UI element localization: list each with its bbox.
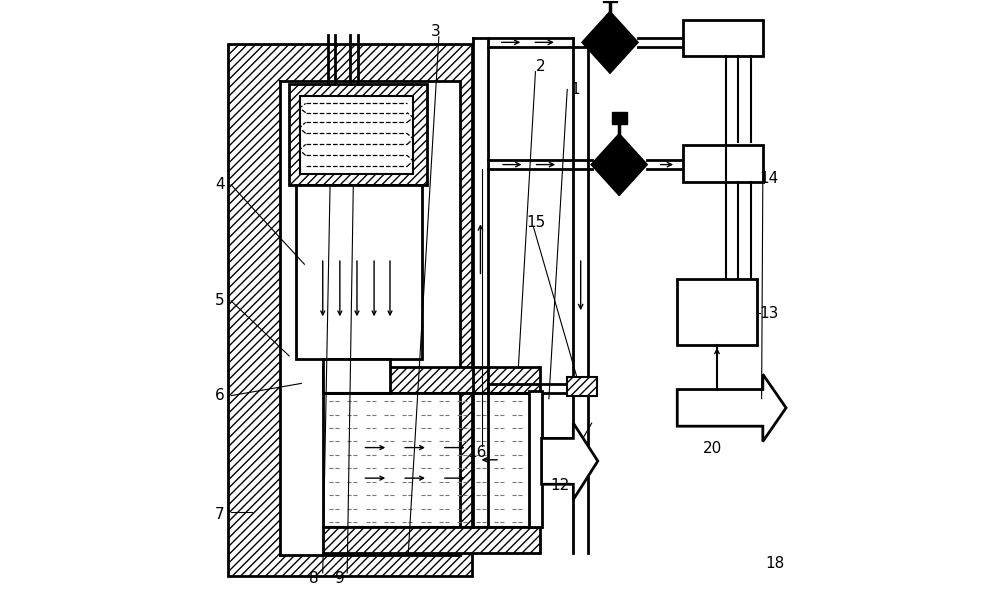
- Text: 6: 6: [215, 388, 225, 403]
- Bar: [323, 359, 390, 392]
- Polygon shape: [591, 134, 619, 195]
- Text: 4: 4: [215, 177, 225, 192]
- Bar: [296, 185, 422, 359]
- Text: 7: 7: [215, 507, 225, 523]
- Bar: [603, 0, 617, 2]
- Polygon shape: [677, 375, 786, 441]
- Text: 13: 13: [759, 306, 779, 321]
- Bar: [677, 279, 757, 345]
- Text: 1: 1: [570, 82, 580, 97]
- Text: 18: 18: [765, 556, 785, 571]
- Polygon shape: [582, 12, 610, 73]
- Text: 5: 5: [215, 293, 225, 308]
- Bar: [280, 81, 460, 554]
- Bar: [323, 367, 540, 392]
- Text: 2: 2: [536, 60, 546, 74]
- Text: 16: 16: [467, 445, 486, 460]
- Text: 20: 20: [703, 441, 722, 456]
- Bar: [529, 391, 542, 527]
- Text: 15: 15: [526, 215, 545, 230]
- Bar: [683, 20, 763, 56]
- Bar: [683, 145, 763, 182]
- Text: 3: 3: [431, 25, 441, 39]
- Text: 8: 8: [309, 572, 318, 586]
- Text: 12: 12: [550, 478, 570, 493]
- Text: 14: 14: [759, 171, 779, 186]
- Bar: [228, 44, 472, 576]
- Bar: [567, 377, 597, 395]
- Polygon shape: [610, 12, 638, 73]
- Bar: [323, 527, 540, 553]
- Bar: [612, 112, 627, 124]
- Bar: [300, 96, 413, 174]
- Polygon shape: [619, 134, 647, 195]
- Text: 9: 9: [335, 572, 345, 586]
- Polygon shape: [542, 423, 598, 500]
- Bar: [289, 84, 427, 185]
